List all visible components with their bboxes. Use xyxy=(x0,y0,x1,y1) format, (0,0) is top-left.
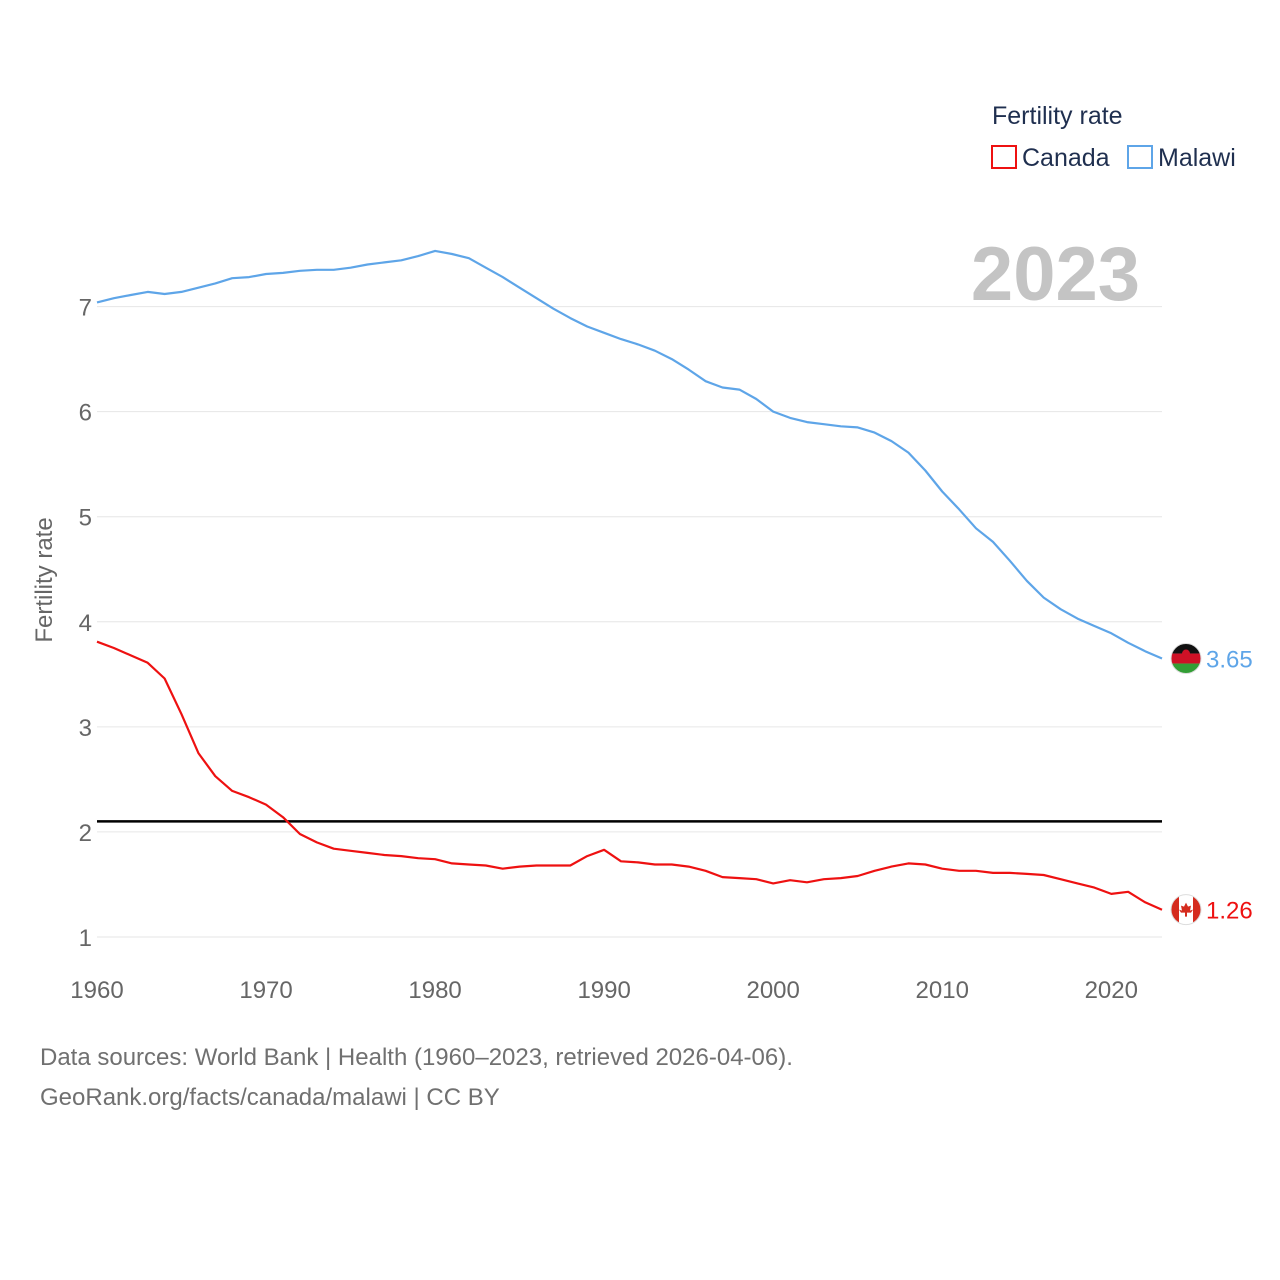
legend-swatch-canada xyxy=(991,145,1017,169)
series-line-malawi xyxy=(96,249,1163,660)
x-axis: 1960 1970 1980 1990 2000 2010 2020 xyxy=(70,977,1138,1004)
legend-label-canada: Canada xyxy=(1022,144,1110,172)
y-tick-label: 3 xyxy=(79,715,92,742)
fertility-rate-chart: 1 2 3 4 5 6 7 1960 1970 1980 1990 2000 2010 2020 Fer… xyxy=(31,102,1253,1004)
x-tick-label: 1980 xyxy=(408,977,461,1004)
series-line-canada xyxy=(96,640,1163,911)
y-tick-label: 4 xyxy=(79,610,92,637)
x-tick-label: 2000 xyxy=(746,977,799,1004)
legend-title: Fertility rate xyxy=(992,102,1123,130)
current-year-label: 2023 xyxy=(971,232,1140,317)
series-layer: 1.26 3.65 xyxy=(96,249,1253,926)
end-value-label-canada: 1.26 xyxy=(1206,898,1253,925)
malawi-flag-icon xyxy=(1171,643,1201,674)
credit-link[interactable]: GeoRank.org/facts/canada/malawi | CC BY xyxy=(40,1084,500,1111)
legend-swatch-malawi xyxy=(1127,145,1153,169)
end-value-label-malawi: 3.65 xyxy=(1206,647,1253,674)
y-tick-label: 2 xyxy=(79,820,92,847)
y-axis: 1 2 3 4 5 6 7 xyxy=(79,295,92,952)
x-tick-label: 2010 xyxy=(916,977,969,1004)
y-tick-label: 5 xyxy=(79,505,92,532)
canada-flag-icon xyxy=(1171,894,1201,925)
grid-lines xyxy=(97,306,1162,938)
legend: Fertility rate Canada Malawi xyxy=(991,102,1236,172)
x-tick-label: 1970 xyxy=(239,977,292,1004)
y-tick-label: 7 xyxy=(79,295,92,322)
y-tick-label: 6 xyxy=(79,400,92,427)
y-axis-title: Fertility rate xyxy=(31,517,58,642)
x-tick-label: 1990 xyxy=(577,977,630,1004)
x-tick-label: 1960 xyxy=(70,977,123,1004)
y-tick-label: 1 xyxy=(79,925,92,952)
x-tick-label: 2020 xyxy=(1085,977,1138,1004)
legend-label-malawi: Malawi xyxy=(1158,144,1236,172)
data-sources-note: Data sources: World Bank | Health (1960–… xyxy=(40,1044,793,1071)
